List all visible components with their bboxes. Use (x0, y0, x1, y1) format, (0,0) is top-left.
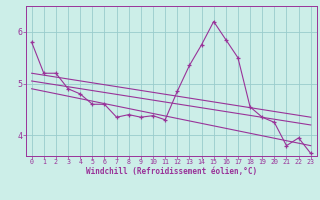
X-axis label: Windchill (Refroidissement éolien,°C): Windchill (Refroidissement éolien,°C) (86, 167, 257, 176)
